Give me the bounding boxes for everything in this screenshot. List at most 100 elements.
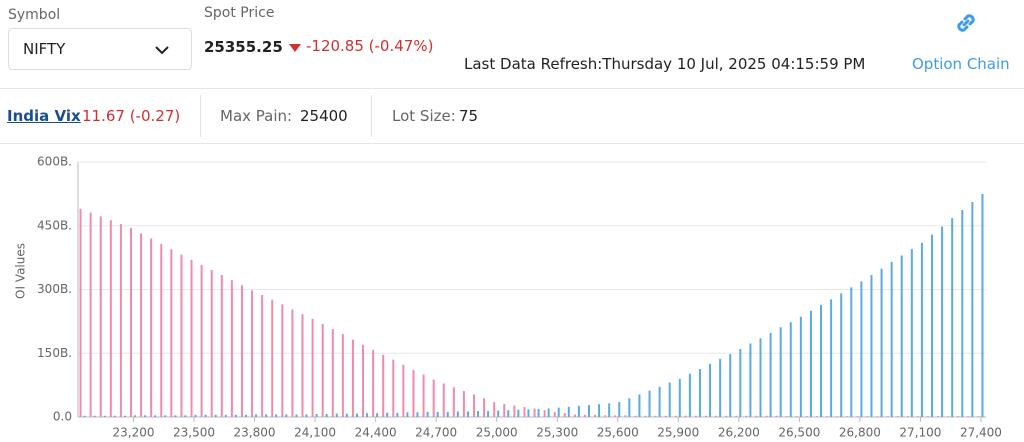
- x-tick-label: 25,300: [536, 426, 578, 440]
- bar: [789, 322, 792, 417]
- bar: [140, 233, 143, 417]
- bar: [856, 416, 859, 417]
- bar: [725, 415, 728, 417]
- x-tick-label: 23,800: [234, 426, 276, 440]
- stats-row: India Vix 11.67 (-0.27) Max Pain: 25400 …: [0, 88, 1024, 144]
- bar: [240, 285, 243, 417]
- bar: [477, 411, 480, 417]
- x-tick-label: 26,500: [778, 426, 820, 440]
- bar: [624, 415, 627, 417]
- bar: [204, 414, 207, 417]
- bar: [967, 416, 970, 417]
- bar: [805, 416, 808, 417]
- last-refresh: Last Data Refresh:Thursday 10 Jul, 2025 …: [464, 55, 866, 73]
- bar: [392, 359, 395, 417]
- bar: [160, 244, 163, 417]
- bar: [910, 249, 913, 417]
- bar: [301, 314, 304, 417]
- bar: [719, 358, 722, 417]
- bar: [749, 343, 752, 417]
- bar: [927, 416, 930, 417]
- bar: [386, 412, 389, 417]
- bar: [705, 415, 708, 417]
- bar: [220, 275, 223, 417]
- bar: [291, 309, 294, 417]
- bar: [261, 295, 264, 417]
- bar: [331, 329, 334, 417]
- bar: [573, 414, 576, 417]
- bar: [846, 416, 849, 417]
- option-chain-link[interactable]: Option Chain: [912, 55, 1010, 73]
- vix-link[interactable]: India Vix: [7, 107, 81, 125]
- bar: [285, 414, 288, 417]
- bar: [200, 264, 203, 417]
- bar: [957, 416, 960, 417]
- bar: [335, 413, 338, 417]
- bar: [507, 410, 510, 417]
- bar: [523, 407, 526, 417]
- bar: [345, 413, 348, 417]
- bar: [79, 208, 82, 417]
- bar: [587, 405, 590, 417]
- bar: [113, 415, 116, 417]
- bar: [684, 415, 687, 417]
- x-tick-label: 24,100: [294, 426, 336, 440]
- bar: [174, 415, 177, 417]
- x-tick-label: 23,200: [112, 426, 154, 440]
- bar: [759, 338, 762, 417]
- bar: [795, 416, 798, 417]
- bar: [830, 299, 833, 417]
- symbol-select[interactable]: NIFTY: [8, 28, 192, 70]
- bar: [396, 412, 399, 417]
- bar: [271, 299, 274, 417]
- y-tick-label: 0.0: [53, 410, 72, 424]
- bar: [654, 415, 657, 417]
- bar: [473, 394, 476, 417]
- bar: [826, 416, 829, 417]
- bar: [462, 391, 465, 417]
- bar: [775, 415, 778, 417]
- bar: [931, 234, 934, 417]
- bar: [608, 403, 611, 417]
- y-tick-label: 150B.: [37, 346, 72, 360]
- bar: [836, 416, 839, 417]
- bar: [981, 193, 984, 417]
- bar: [493, 402, 496, 417]
- bar: [698, 368, 701, 417]
- bar: [563, 413, 566, 417]
- separator: [371, 95, 372, 137]
- chart: OI Values 0.0 150B. 300B. 450B. 600B. 23,200 2…: [14, 155, 1002, 440]
- bar: [618, 402, 621, 417]
- bar: [745, 415, 748, 417]
- bar: [664, 415, 667, 417]
- x-tick-label: 27,400: [960, 426, 1002, 440]
- bar: [860, 281, 863, 417]
- bar: [382, 354, 385, 417]
- bar: [896, 416, 899, 417]
- bar: [880, 268, 883, 417]
- bar: [513, 405, 516, 417]
- bar: [533, 408, 536, 417]
- lot-size-label: Lot Size:: [392, 107, 456, 125]
- bar: [466, 411, 469, 417]
- symbol-value: NIFTY: [23, 40, 66, 58]
- link-icon[interactable]: [953, 10, 979, 36]
- bar: [325, 414, 328, 417]
- bar: [906, 416, 909, 417]
- bar: [133, 415, 136, 417]
- bar: [184, 415, 187, 417]
- bar: [941, 226, 944, 417]
- bar: [583, 414, 586, 417]
- bar: [971, 201, 974, 417]
- bar: [255, 414, 258, 417]
- bar: [567, 406, 570, 417]
- bar: [547, 408, 550, 417]
- bar: [947, 416, 950, 417]
- x-tick-label: 24,700: [415, 426, 457, 440]
- bar: [769, 332, 772, 417]
- bar: [446, 411, 449, 417]
- spot-price: 25355.25: [204, 38, 283, 56]
- bar: [426, 411, 429, 417]
- bar: [150, 238, 153, 417]
- bar: [351, 339, 354, 417]
